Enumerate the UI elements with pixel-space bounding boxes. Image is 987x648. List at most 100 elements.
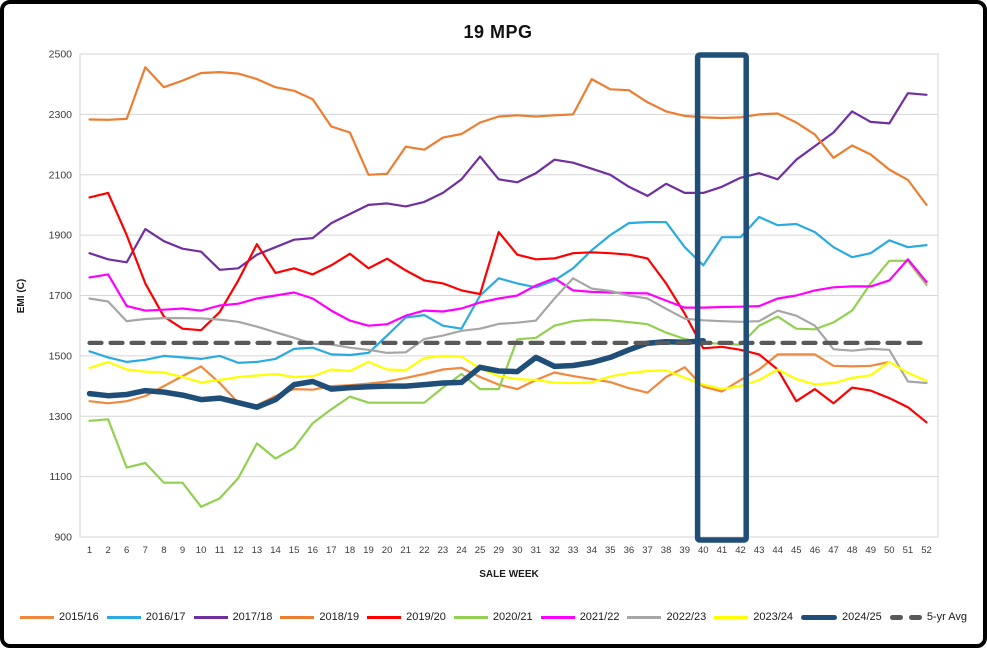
- y-axis-label: EMI (C): [16, 279, 27, 313]
- x-tick-label: 50: [884, 545, 895, 556]
- series-line-2021-22: [88, 258, 928, 327]
- x-tick-label: 7: [143, 545, 148, 556]
- y-tick-label: 900: [54, 532, 72, 544]
- legend-item-2022-23: 2022/23: [627, 611, 706, 623]
- x-tick-label: 35: [605, 545, 616, 556]
- x-tick-label: 12: [233, 545, 244, 556]
- x-tick-label: 47: [828, 545, 839, 556]
- x-tick-label: 37: [642, 545, 653, 556]
- x-tick-label: 41: [717, 545, 728, 556]
- legend-swatch: [193, 615, 228, 619]
- series-line-2016-17: [88, 215, 928, 364]
- x-axis-ticks: 1 2 6 7 8 9 10 11 12 13 14 15 16 17 18 19 20 21 22 23 24 25 29…: [87, 545, 932, 556]
- legend-label: 2023/24: [753, 611, 794, 623]
- x-tick-label: 13: [252, 545, 263, 556]
- series-line-2024-25: [86, 338, 707, 410]
- y-tick-label: 2300: [49, 109, 73, 121]
- legend-item-2023-24: 2023/24: [714, 611, 793, 623]
- x-tick-label: 33: [568, 545, 579, 556]
- x-tick-label: 44: [772, 545, 783, 556]
- series-lines: [86, 66, 929, 508]
- x-tick-label: 11: [215, 545, 225, 556]
- legend-swatch: [367, 615, 402, 619]
- legend-swatch: [714, 615, 749, 619]
- x-tick-label: 18: [345, 545, 356, 556]
- x-tick-label: 40: [698, 545, 709, 556]
- x-tick-label: 31: [531, 545, 542, 556]
- x-tick-label: 45: [791, 545, 802, 556]
- legend-item-2016-17: 2016/17: [106, 611, 186, 623]
- series-line-2019-20: [88, 191, 928, 424]
- x-tick-label: 48: [847, 545, 858, 556]
- legend-swatch: [627, 615, 662, 619]
- legend-label: 2017/18: [232, 611, 273, 623]
- legend-item-2021-22: 2021/22: [540, 611, 620, 623]
- x-tick-label: 20: [382, 545, 393, 556]
- series-line-2017-18: [88, 92, 928, 271]
- x-tick-label: 52: [921, 545, 932, 556]
- legend-swatch: [453, 615, 488, 619]
- x-tick-label: 38: [661, 545, 672, 556]
- legend-swatch: [106, 615, 141, 619]
- highlight-box: [694, 52, 749, 543]
- x-tick-label: 1: [87, 545, 92, 556]
- x-tick-label: 19: [363, 545, 374, 556]
- x-tick-label: 42: [735, 545, 746, 556]
- y-tick-label: 1700: [49, 290, 73, 302]
- x-tick-label: 6: [124, 545, 129, 556]
- legend-label: 2015/16: [59, 611, 99, 623]
- y-axis-ticks: 900 1100 1300 1500 1700 1900 2100 2300 2500: [49, 49, 73, 544]
- legend-item-5-yr-avg: 5-yr Avg: [889, 611, 967, 623]
- chart-title: 19 MPG: [463, 22, 532, 42]
- legend-label: 2024/25: [842, 611, 882, 623]
- legend-label: 5-yr Avg: [926, 611, 967, 623]
- legend-label: 2020/21: [492, 611, 533, 623]
- legend-swatch: [801, 614, 838, 620]
- series-line-2018-19: [88, 66, 928, 206]
- legend-label: 2016/17: [145, 611, 186, 623]
- x-tick-label: 24: [456, 545, 467, 556]
- series-line-2015-16: [88, 353, 891, 407]
- y-tick-label: 1500: [49, 350, 73, 362]
- y-tick-label: 1300: [49, 411, 73, 423]
- series-line-2022-23: [88, 277, 928, 385]
- legend-item-2024-25: 2024/25: [801, 611, 882, 623]
- y-tick-label: 1900: [49, 230, 73, 242]
- legend-label: 2021/22: [579, 611, 620, 623]
- legend: 2015/16 2016/17 2017/18 2018/19 2019/20 2020/…: [20, 602, 967, 632]
- x-tick-label: 2: [105, 545, 110, 556]
- gridlines: [79, 53, 939, 538]
- legend-swatch: [889, 614, 922, 620]
- x-tick-label: 36: [624, 545, 635, 556]
- x-tick-label: 15: [289, 545, 300, 556]
- legend-item-2017-18: 2017/18: [193, 611, 273, 623]
- legend-swatch: [280, 615, 315, 619]
- y-tick-label: 2500: [49, 49, 73, 61]
- x-tick-label: 9: [180, 545, 185, 556]
- x-tick-label: 25: [475, 545, 486, 556]
- y-tick-label: 1100: [49, 471, 72, 483]
- legend-item-2020-21: 2020/21: [453, 611, 533, 623]
- legend-item-2019-20: 2019/20: [367, 611, 446, 623]
- series-line-2020-21: [88, 259, 928, 508]
- x-tick-label: 23: [438, 545, 449, 556]
- x-tick-label: 10: [196, 545, 207, 556]
- x-tick-label: 49: [865, 545, 876, 556]
- legend-label: 2022/23: [666, 611, 707, 623]
- legend-swatch: [20, 615, 54, 619]
- x-tick-label: 46: [810, 545, 821, 556]
- x-tick-label: 34: [586, 545, 597, 556]
- x-tick-label: 29: [493, 545, 504, 556]
- legend-label: 2018/19: [319, 611, 360, 623]
- line-chart: 19 MPG 900110013001500170019002100230025…: [16, 22, 939, 580]
- x-tick-label: 43: [754, 545, 765, 556]
- x-tick-label: 30: [512, 545, 523, 556]
- legend-item-2018-19: 2018/19: [280, 611, 359, 623]
- x-tick-label: 51: [903, 545, 914, 556]
- x-tick-label: 17: [326, 545, 337, 556]
- y-tick-label: 2100: [49, 169, 73, 181]
- x-tick-label: 14: [270, 545, 281, 556]
- legend-swatch: [540, 615, 575, 619]
- series-line-2023-24: [88, 354, 928, 391]
